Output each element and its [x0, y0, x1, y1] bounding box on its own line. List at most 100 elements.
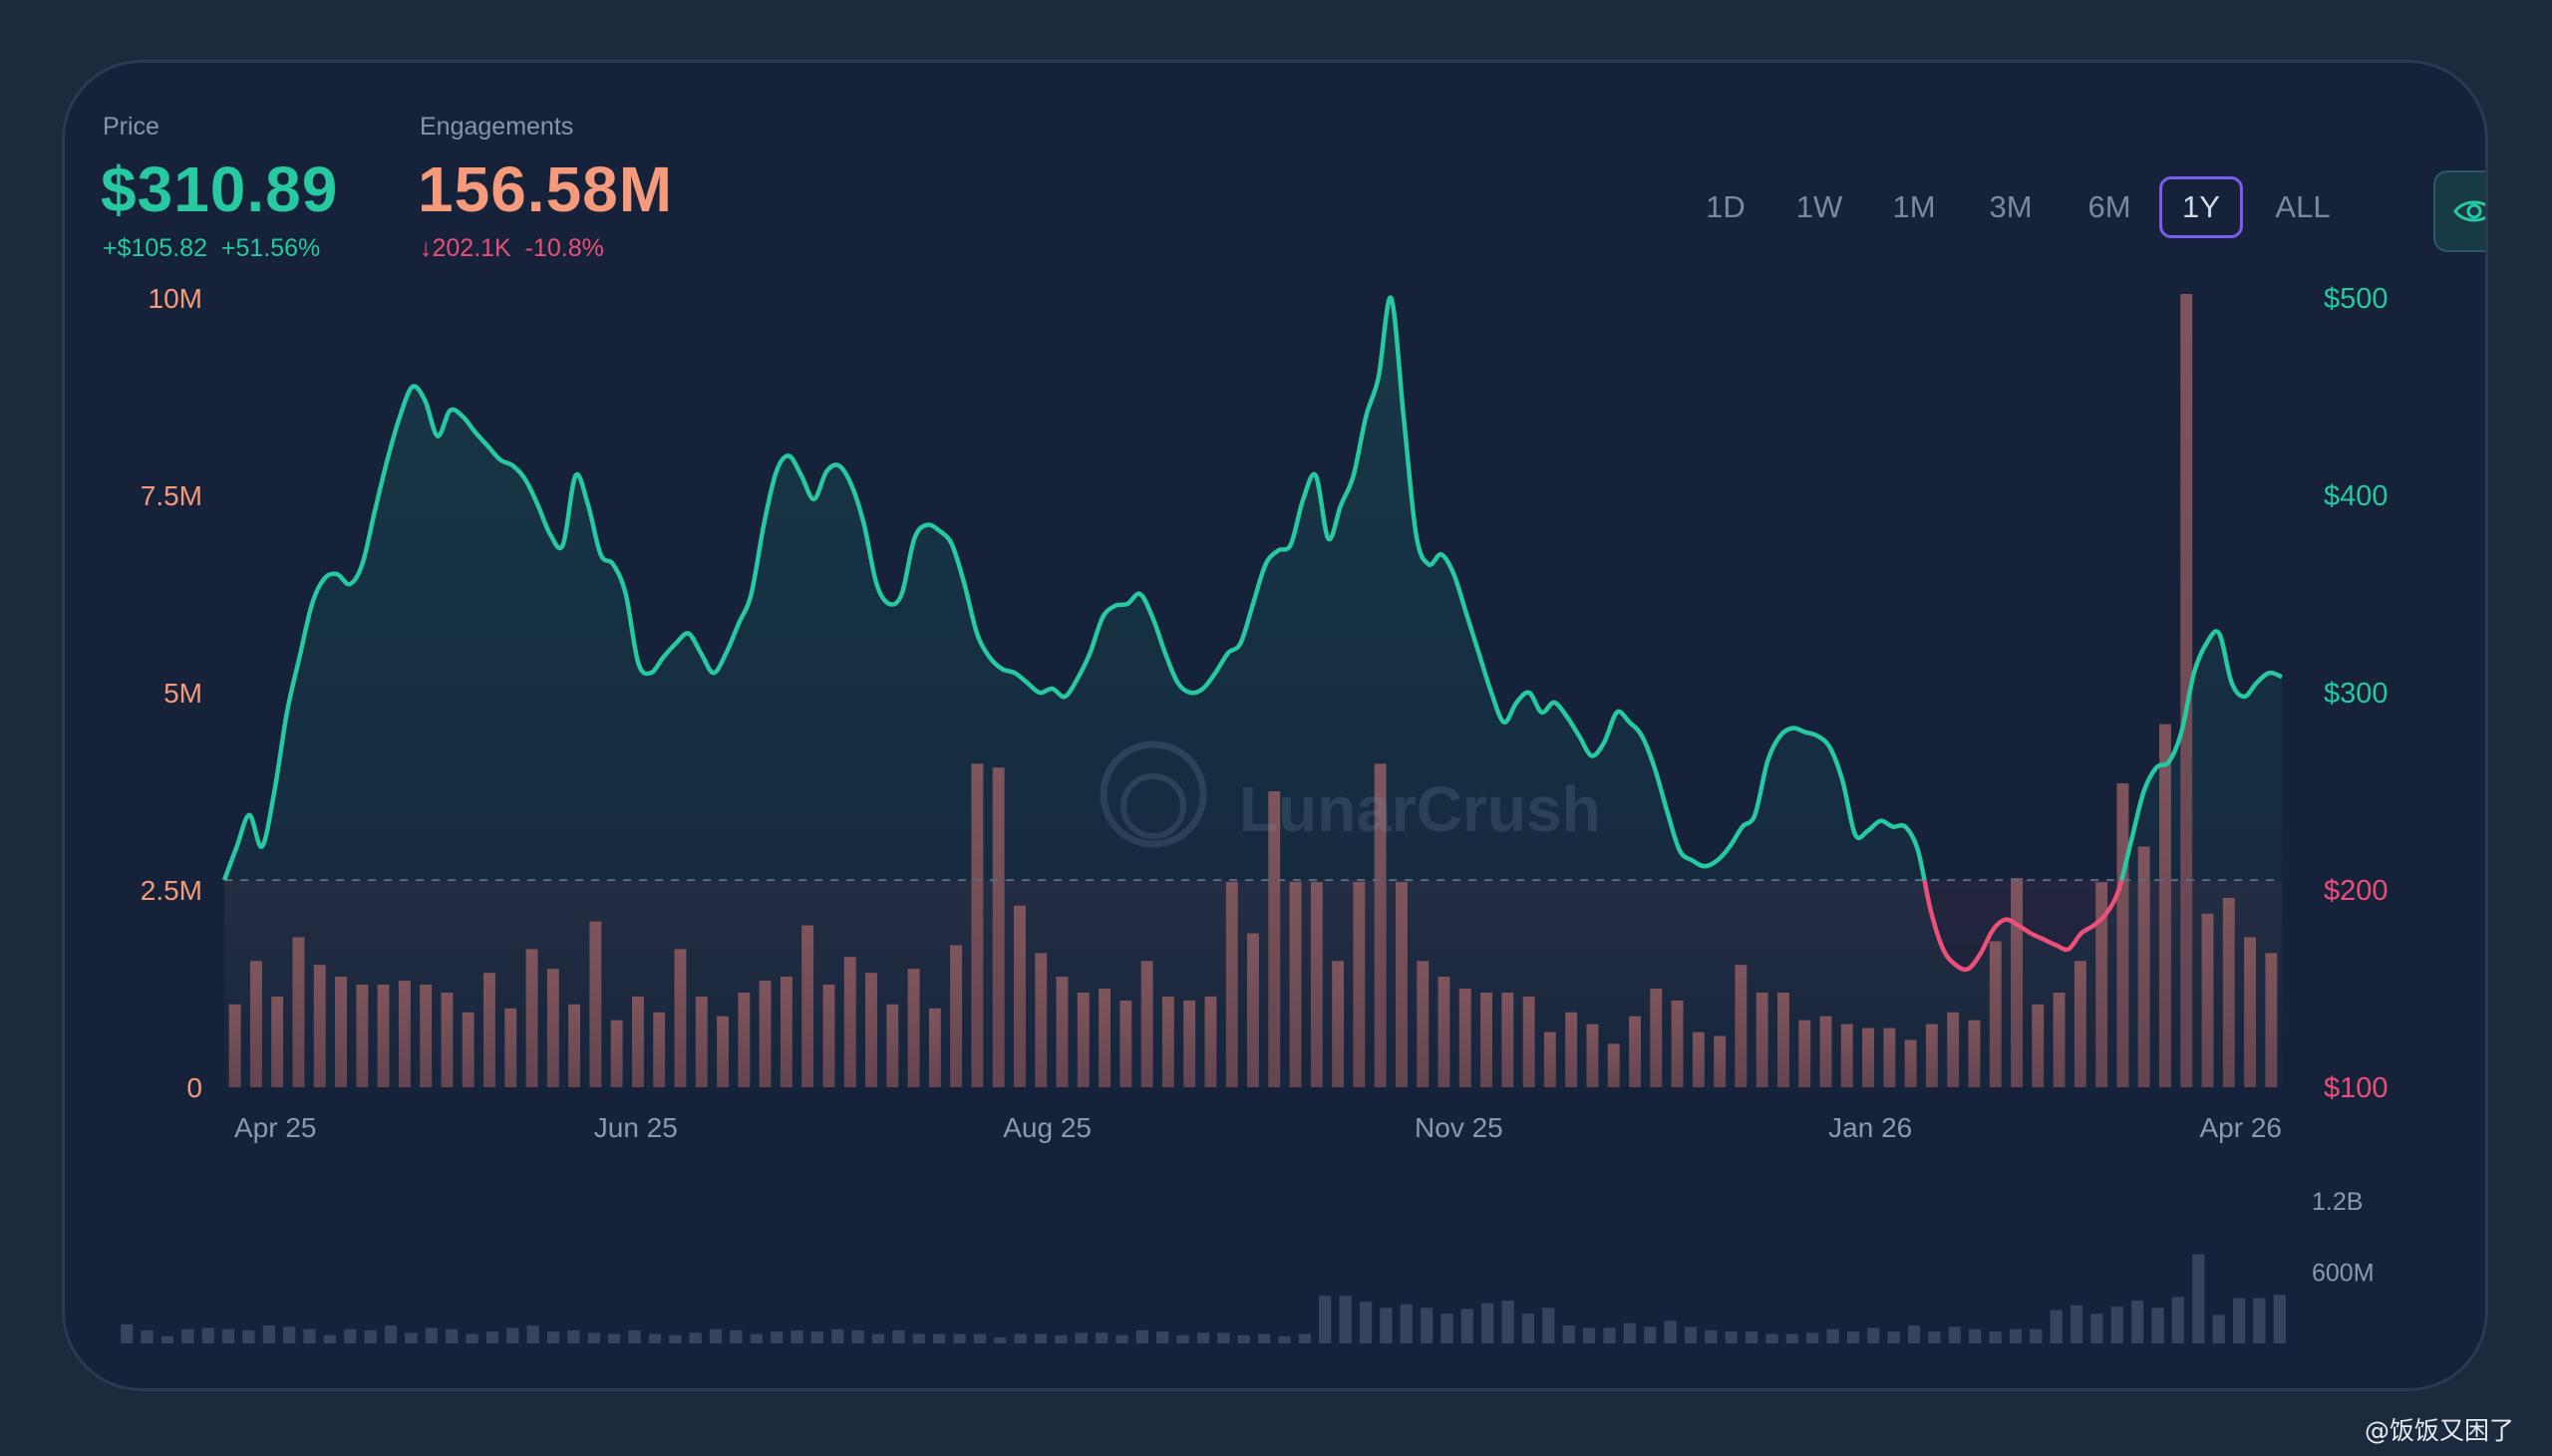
timeframe-1d-button[interactable]: 1D — [1706, 189, 1746, 224]
volume-bar — [567, 1329, 580, 1343]
engagement-bar — [525, 949, 538, 1087]
engagement-bar — [462, 1012, 475, 1087]
volume-bar — [1034, 1333, 1048, 1343]
engagement-bar — [610, 1019, 623, 1087]
volume-bar — [1176, 1334, 1189, 1343]
engagement-bar — [971, 763, 984, 1087]
volume-bar — [1583, 1327, 1596, 1343]
x-axis-tick-label: Jan 26 — [1828, 1112, 1912, 1143]
volume-bar — [2192, 1254, 2205, 1343]
volume-bar — [1623, 1322, 1636, 1343]
volume-bar — [344, 1328, 357, 1343]
price-value: $310.89 — [101, 153, 339, 225]
engagement-bar — [1183, 1000, 1196, 1087]
volume-bar — [1948, 1326, 1961, 1343]
volume-bar — [485, 1331, 498, 1343]
timeframe-3m-button[interactable]: 3M — [1989, 189, 2033, 224]
engagement-bar — [1119, 1000, 1132, 1087]
engagement-bar — [1014, 905, 1026, 1087]
engagement-bar — [801, 925, 814, 1087]
volume-bar — [1055, 1334, 1068, 1343]
volume-bar — [750, 1333, 763, 1343]
timeframe-all-button[interactable]: ALL — [2275, 189, 2331, 224]
volume-bar — [1562, 1325, 1575, 1343]
volume-bar — [1705, 1329, 1718, 1343]
engagement-bar — [653, 1012, 666, 1087]
volume-bar — [1542, 1308, 1555, 1344]
engagement-bar — [250, 961, 262, 1087]
volume-bar — [1765, 1333, 1778, 1343]
engagement-bar — [1522, 996, 1535, 1087]
volume-bar — [221, 1328, 235, 1343]
timeframe-6m-button[interactable]: 6M — [2087, 189, 2131, 224]
volume-bar — [1908, 1325, 1921, 1343]
engagement-bar — [1777, 993, 1789, 1087]
engagement-bar — [674, 949, 687, 1087]
volume-bar — [689, 1332, 702, 1343]
volume-bar — [364, 1329, 377, 1343]
volume-bar — [2233, 1298, 2246, 1343]
volume-bar — [1644, 1326, 1657, 1343]
volume-bar — [2131, 1301, 2144, 1343]
volume-bar — [2273, 1295, 2286, 1343]
volume-bar — [2090, 1313, 2103, 1343]
volume-bar — [1684, 1326, 1698, 1343]
price-label: Price — [103, 113, 160, 141]
left-axis-tick-label: 0 — [186, 1072, 202, 1103]
engagement-bar — [1692, 1031, 1705, 1087]
engagement-bar — [1840, 1023, 1853, 1087]
engagement-bar — [632, 996, 644, 1087]
volume-bar — [871, 1333, 885, 1343]
engagement-bar — [1607, 1043, 1620, 1087]
engagement-bar — [695, 996, 708, 1087]
engagement-bar — [1396, 882, 1408, 1087]
engagement-bar — [2095, 882, 2108, 1087]
volume-bar — [730, 1329, 743, 1343]
price-area-fill — [224, 297, 2282, 1087]
volume-bar — [1746, 1331, 1758, 1343]
engagement-bar — [292, 937, 305, 1087]
engagement-bar — [271, 996, 284, 1087]
eye-icon — [2453, 200, 2485, 222]
engagement-bar — [1268, 791, 1281, 1087]
engagements-change-pct: -10.8% — [524, 234, 604, 262]
engagement-bar — [738, 993, 751, 1087]
volume-bar — [709, 1328, 723, 1343]
volume-bar — [1237, 1334, 1250, 1343]
engagement-bar — [589, 921, 602, 1087]
timeframe-1w-button[interactable]: 1W — [1795, 189, 1843, 224]
volume-bar — [1096, 1332, 1109, 1343]
engagements-label: Engagements — [420, 113, 574, 141]
engagement-bar — [1862, 1027, 1874, 1087]
engagement-bar — [1671, 1000, 1684, 1087]
engagement-bar — [546, 969, 559, 1087]
volume-bar — [810, 1331, 823, 1343]
volume-bar — [2030, 1328, 2043, 1343]
volume-bar — [1806, 1332, 1819, 1343]
volume-bar — [242, 1329, 255, 1343]
x-axis-tick-label: Apr 25 — [234, 1112, 317, 1143]
engagement-bar — [1077, 993, 1090, 1087]
visibility-toggle-button[interactable] — [2433, 170, 2485, 252]
engagement-bar — [950, 945, 962, 1087]
engagement-bar — [1140, 961, 1153, 1087]
volume-bar — [425, 1327, 438, 1343]
volume-bar — [771, 1331, 784, 1343]
engagement-bar — [441, 993, 454, 1087]
engagement-bar — [822, 985, 835, 1087]
volume-bar — [1846, 1331, 1860, 1343]
x-axis-tick-label: Aug 25 — [1003, 1112, 1092, 1143]
timeframe-1y-button[interactable]: 1Y — [2159, 176, 2243, 238]
engagement-bar — [2201, 913, 2214, 1087]
volume-bar — [831, 1328, 844, 1343]
engagement-bar — [504, 1008, 517, 1087]
engagement-bar — [568, 1004, 580, 1087]
timeframe-1m-button[interactable]: 1M — [1892, 189, 1936, 224]
volume-bar — [1217, 1332, 1230, 1343]
chart-card: 0 2.5M 5M 7.5M 10M $100 $200 $300 $400 $500 Apr 25… — [62, 60, 2488, 1391]
volume-bar — [141, 1329, 154, 1343]
engagement-bar — [1650, 989, 1663, 1087]
volume-bar — [181, 1328, 194, 1343]
x-axis-tick-label: Apr 26 — [2200, 1112, 2283, 1143]
engagement-bar — [1035, 953, 1048, 1087]
